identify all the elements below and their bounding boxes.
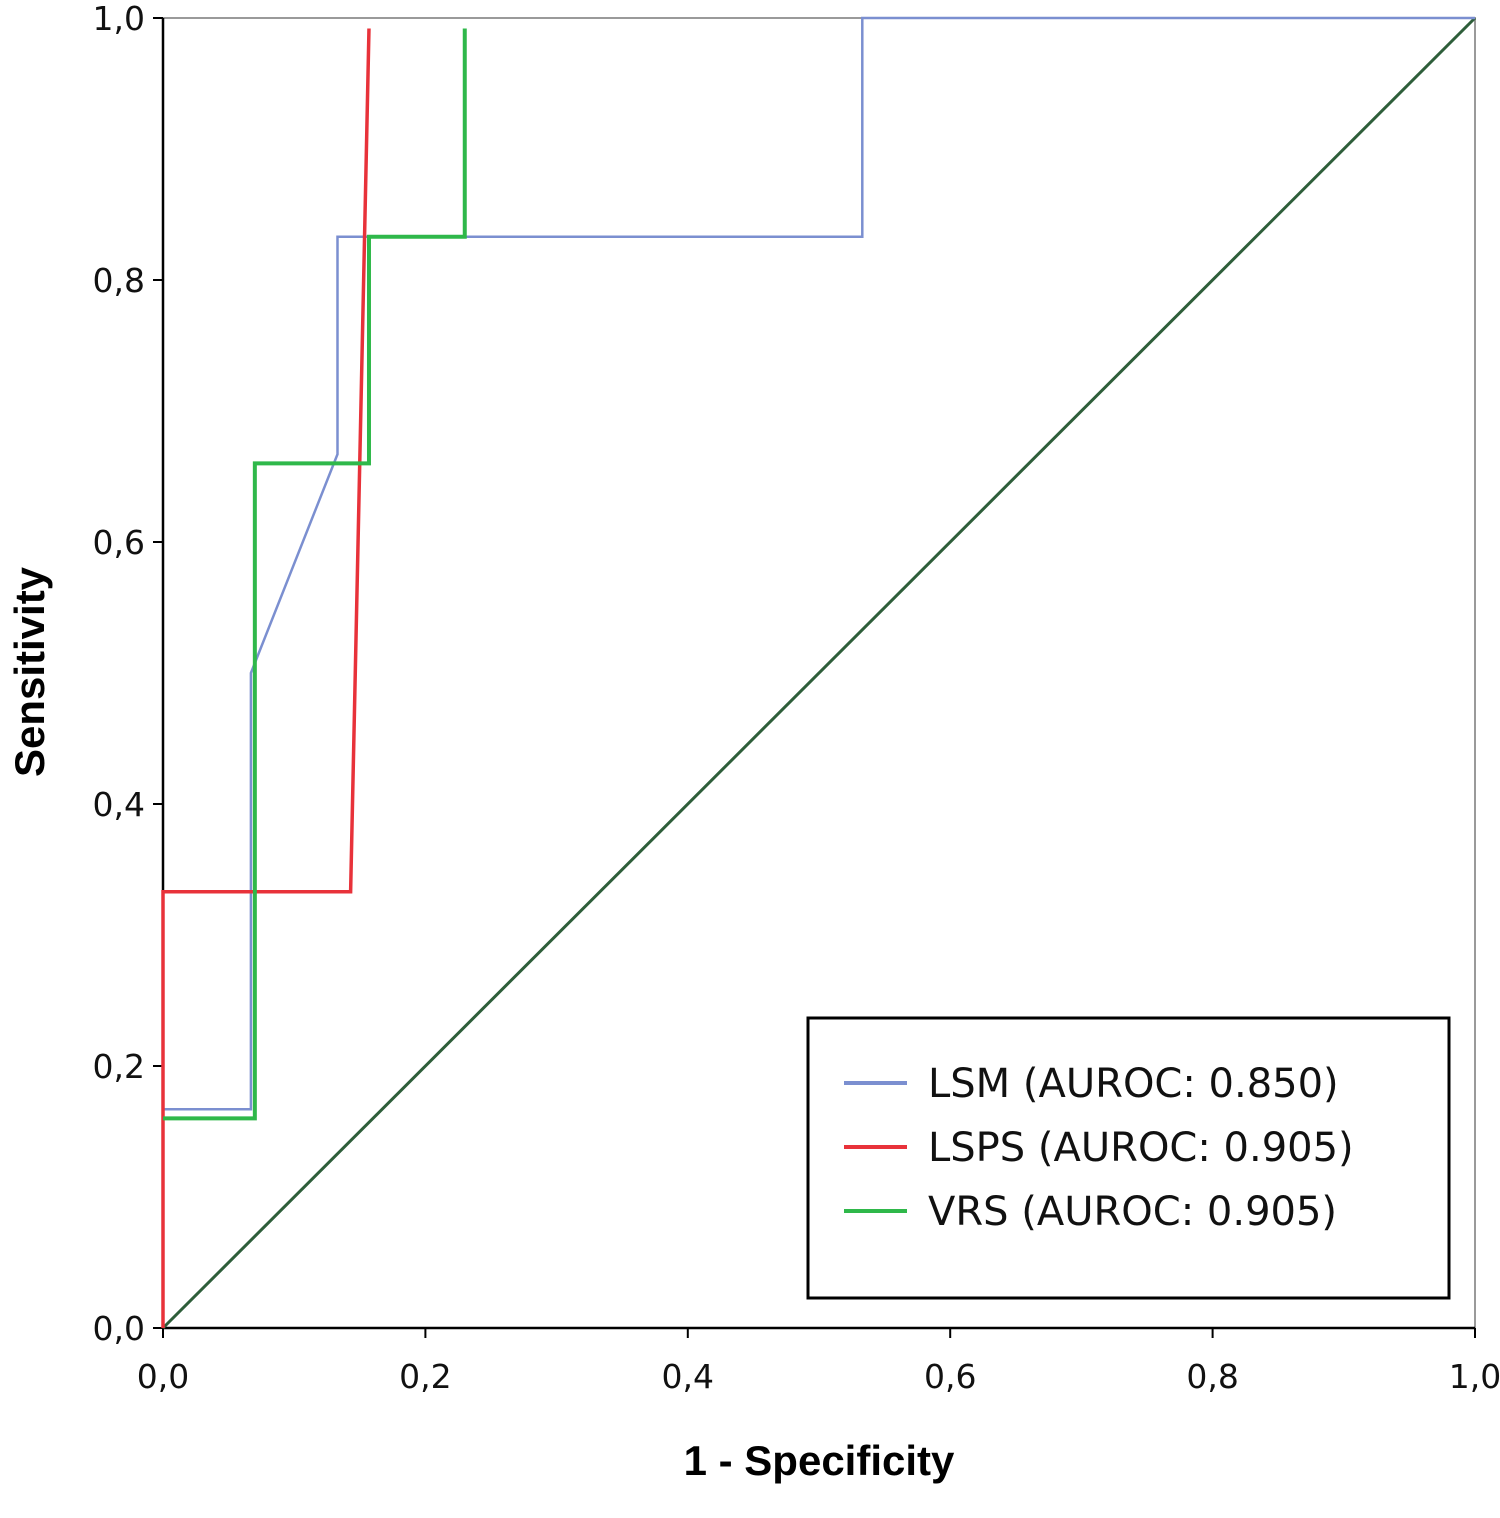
x-tick-label: 0,2: [399, 1357, 451, 1396]
y-tick-label: 0,4: [93, 785, 145, 824]
legend: LSM (AUROC: 0.850) LSPS (AUROC: 0.905) VRS…: [806, 1016, 1451, 1300]
x-tick-label: 0,6: [924, 1357, 976, 1396]
x-tick-label: 0,8: [1186, 1357, 1238, 1396]
series-line-lsm: [161, 16, 1475, 1328]
reference-diagonal-line: [161, 16, 1477, 1330]
y-tick-label: 0,2: [93, 1047, 145, 1086]
legend-label-vrs: VRS (AUROC: 0.905): [928, 1189, 1337, 1235]
x-tick-label: 1,0: [1449, 1357, 1500, 1396]
y-axis: 0,0 0,2 0,4 0,6 0,8 1,0: [93, 0, 165, 1348]
series-layer: [161, 16, 1475, 1328]
series-line-vrs: [163, 28, 467, 1121]
y-tick-label: 0,6: [93, 523, 145, 562]
reference-line-layer: [161, 16, 1477, 1330]
x-tick-label: 0,4: [662, 1357, 714, 1396]
x-axis: 0,0 0,2 0,4 0,6 0,8 1,0: [137, 1326, 1500, 1396]
y-axis-title: Sensitivity: [6, 566, 53, 777]
x-tick-label: 0,0: [137, 1357, 189, 1396]
legend-label-lsps: LSPS (AUROC: 0.905): [928, 1125, 1354, 1171]
x-axis-title: 1 - Specificity: [684, 1437, 955, 1484]
y-tick-label: 1,0: [93, 0, 145, 38]
y-tick-label: 0,0: [93, 1309, 145, 1348]
y-tick-label: 0,8: [93, 261, 145, 300]
legend-box: [806, 1016, 1451, 1300]
legend-label-lsm: LSM (AUROC: 0.850): [928, 1061, 1339, 1107]
